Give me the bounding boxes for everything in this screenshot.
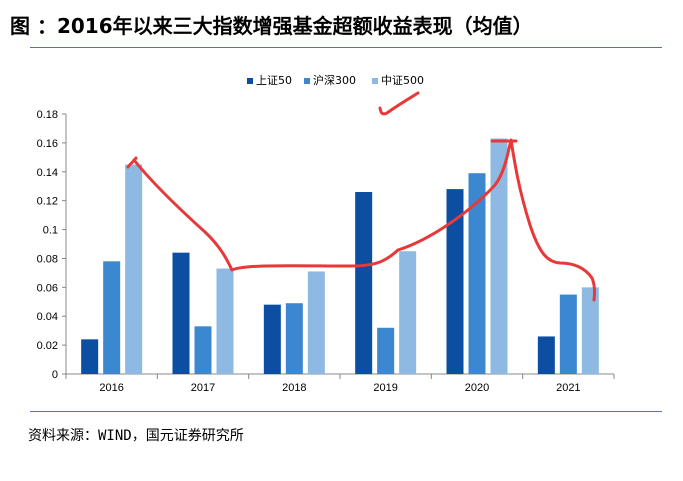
- bar-2020-1: [446, 189, 464, 374]
- bar-2016-3: [125, 164, 143, 374]
- x-tick-label: 2018: [282, 382, 306, 394]
- x-tick-label: 2019: [373, 382, 397, 394]
- y-tick-label: 0.02: [37, 340, 58, 352]
- legend-label: 上证50: [256, 74, 292, 87]
- annotation-trend-line: [126, 91, 597, 302]
- title-divider: [30, 47, 662, 48]
- legend-label: 中证500: [381, 74, 424, 87]
- x-tick-label: 2021: [556, 382, 580, 394]
- bar-2018-3: [307, 271, 325, 374]
- legend-swatch: [247, 78, 253, 84]
- bar-2018-1: [263, 304, 281, 374]
- chart-legend: 上证50 沪深300 中证500: [247, 73, 424, 87]
- bar-2019-1: [355, 192, 373, 374]
- chart-bars: [81, 138, 599, 374]
- bar-2021-1: [537, 336, 555, 374]
- bar-2017-3: [216, 268, 234, 374]
- bar-2021-2: [559, 294, 577, 374]
- page-title: 图 ：2016年以来三大指数增强基金超额收益表现（均值）: [10, 14, 533, 38]
- y-tick-label: 0.04: [37, 311, 58, 323]
- bar-2016-2: [103, 261, 121, 374]
- legend-swatch: [304, 78, 310, 84]
- bar-2021-3: [581, 287, 599, 374]
- x-tick-label: 2017: [191, 382, 215, 394]
- y-tick-label: 0.14: [37, 167, 58, 179]
- legend-swatch: [372, 78, 378, 84]
- chart-axes: 0 0.02 0.04 0.06 0.08 0.1 0.12 0.14 0.16 0.18 2016…: [37, 109, 615, 394]
- bar-2018-2: [285, 303, 303, 374]
- x-tick-label: 2020: [465, 382, 489, 394]
- source-divider: [30, 411, 662, 412]
- y-tick-label: 0.1: [43, 225, 58, 237]
- y-tick-label: 0.16: [37, 138, 58, 150]
- hand-drawn-annotation: [126, 91, 597, 302]
- legend-label: 沪深300: [313, 73, 356, 87]
- x-tick-label: 2016: [99, 382, 123, 394]
- bar-2019-2: [377, 327, 395, 374]
- y-tick-label: 0.06: [37, 282, 58, 294]
- y-tick-label: 0.12: [37, 196, 58, 208]
- y-tick-label: 0: [52, 369, 58, 381]
- bar-2020-2: [468, 173, 486, 374]
- source-note: 资料来源：WIND，国元证券研究所: [28, 428, 244, 444]
- y-tick-label: 0.08: [37, 253, 58, 265]
- bar-2017-1: [172, 252, 190, 374]
- bar-2019-3: [399, 251, 417, 374]
- bar-2016-1: [81, 339, 99, 374]
- y-tick-label: 0.18: [37, 109, 58, 121]
- bar-2020-3: [490, 138, 508, 374]
- bar-2017-2: [194, 326, 212, 374]
